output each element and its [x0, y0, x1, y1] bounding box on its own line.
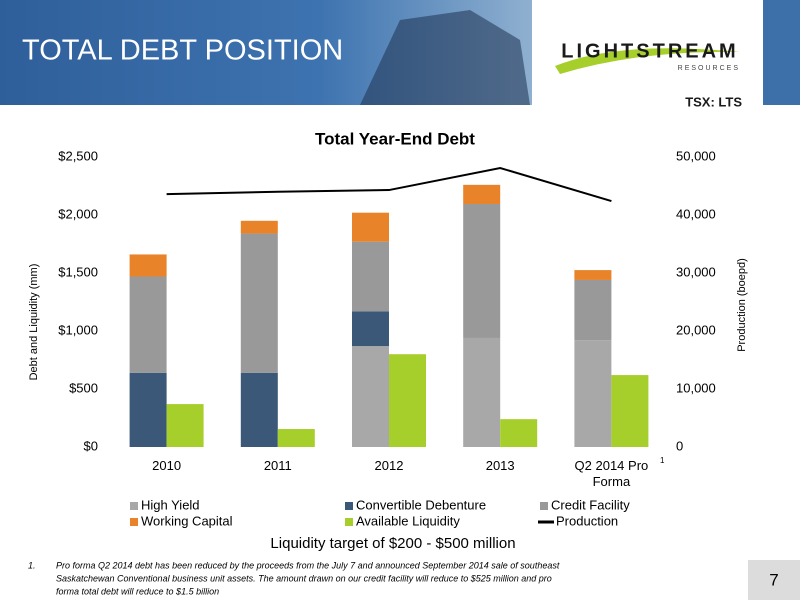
category-note: 1 [660, 456, 665, 465]
y2-tick-label: 10,000 [676, 380, 716, 395]
bar-segment [463, 337, 501, 447]
callout: Liquidity target of $200 - $500 million [270, 535, 515, 552]
footnote-line: Pro forma Q2 2014 debt has been reduced … [56, 560, 560, 570]
bar-segment [352, 311, 389, 347]
bar-segment [352, 212, 389, 242]
legend-key [540, 502, 548, 510]
bar-segment [240, 372, 278, 447]
bar-segment [240, 233, 278, 373]
legend-label: Production [556, 513, 618, 528]
bar-segment [574, 270, 612, 280]
legend-label: Convertible Debenture [356, 497, 486, 512]
y2-tick-label: 50,000 [676, 148, 716, 163]
x-tick-label: Q2 2014 Pro Forma [574, 458, 649, 489]
x-tick-label: 2013 [485, 458, 515, 473]
y-tick-label: $2,000 [58, 206, 98, 221]
legend-label: High Yield [141, 497, 200, 512]
slide-title: TOTAL DEBT POSITION [22, 35, 343, 67]
y-tick-label: $500 [69, 380, 98, 395]
y2-axis-label: Production (boepd) [736, 258, 748, 352]
page-number-box [748, 560, 800, 600]
bar-segment [352, 241, 389, 312]
chart-title: Total Year-End Debt [315, 129, 475, 148]
y2-tick-label: 20,000 [676, 322, 716, 337]
y-tick-label: $1,000 [58, 322, 98, 337]
bar-segment [277, 429, 315, 447]
legend-key [345, 518, 353, 526]
bar-segment [463, 184, 501, 204]
logo: LIGHTSTREAM [561, 40, 738, 62]
bar-segment [389, 354, 426, 447]
legend-key [130, 502, 138, 510]
y-tick-label: $1,500 [58, 264, 98, 279]
header-strip [763, 0, 800, 105]
bar-segment [463, 203, 501, 338]
legend-label: Working Capital [141, 513, 233, 528]
legend-key [345, 502, 353, 510]
y-axis-label: Debt and Liquidity (mm) [28, 264, 40, 381]
logo-swoosh [555, 48, 740, 74]
page-number: 7 [769, 570, 778, 589]
bar-segment [240, 220, 278, 234]
production-line [166, 166, 612, 203]
pumpjack [360, 10, 530, 105]
y-tick-label: $2,500 [58, 148, 98, 163]
bar-segment [166, 404, 204, 447]
legend-label: Available Liquidity [356, 513, 460, 528]
y2-tick-label: 30,000 [676, 264, 716, 279]
footnote-line: Saskatchewan Conventional business unit … [56, 573, 552, 583]
legend-label: Credit Facility [551, 497, 630, 512]
x-tick-label: 2011 [263, 458, 292, 473]
logo-sub: RESOURCES [678, 65, 740, 72]
bar-segment [129, 254, 167, 277]
bar-segment [574, 340, 612, 447]
y2-tick-label: 40,000 [676, 206, 716, 221]
bar-segment [611, 375, 649, 447]
bar-segment [129, 276, 167, 373]
bar-segment [500, 419, 538, 447]
footnote-line: forma total debt will reduce to $1.5 bil… [56, 586, 219, 596]
legend-key [130, 518, 138, 526]
footnote-number: 1. [28, 560, 36, 570]
bar-segment [574, 279, 612, 341]
bar-segment [352, 346, 389, 447]
ticker: TSX: LTS [685, 94, 742, 109]
y2-tick-label: 0 [676, 438, 683, 453]
x-tick-label: 2012 [374, 458, 404, 473]
y-tick-label: $0 [84, 438, 98, 453]
x-tick-label: 2010 [152, 458, 182, 473]
bar-segment [129, 372, 167, 447]
